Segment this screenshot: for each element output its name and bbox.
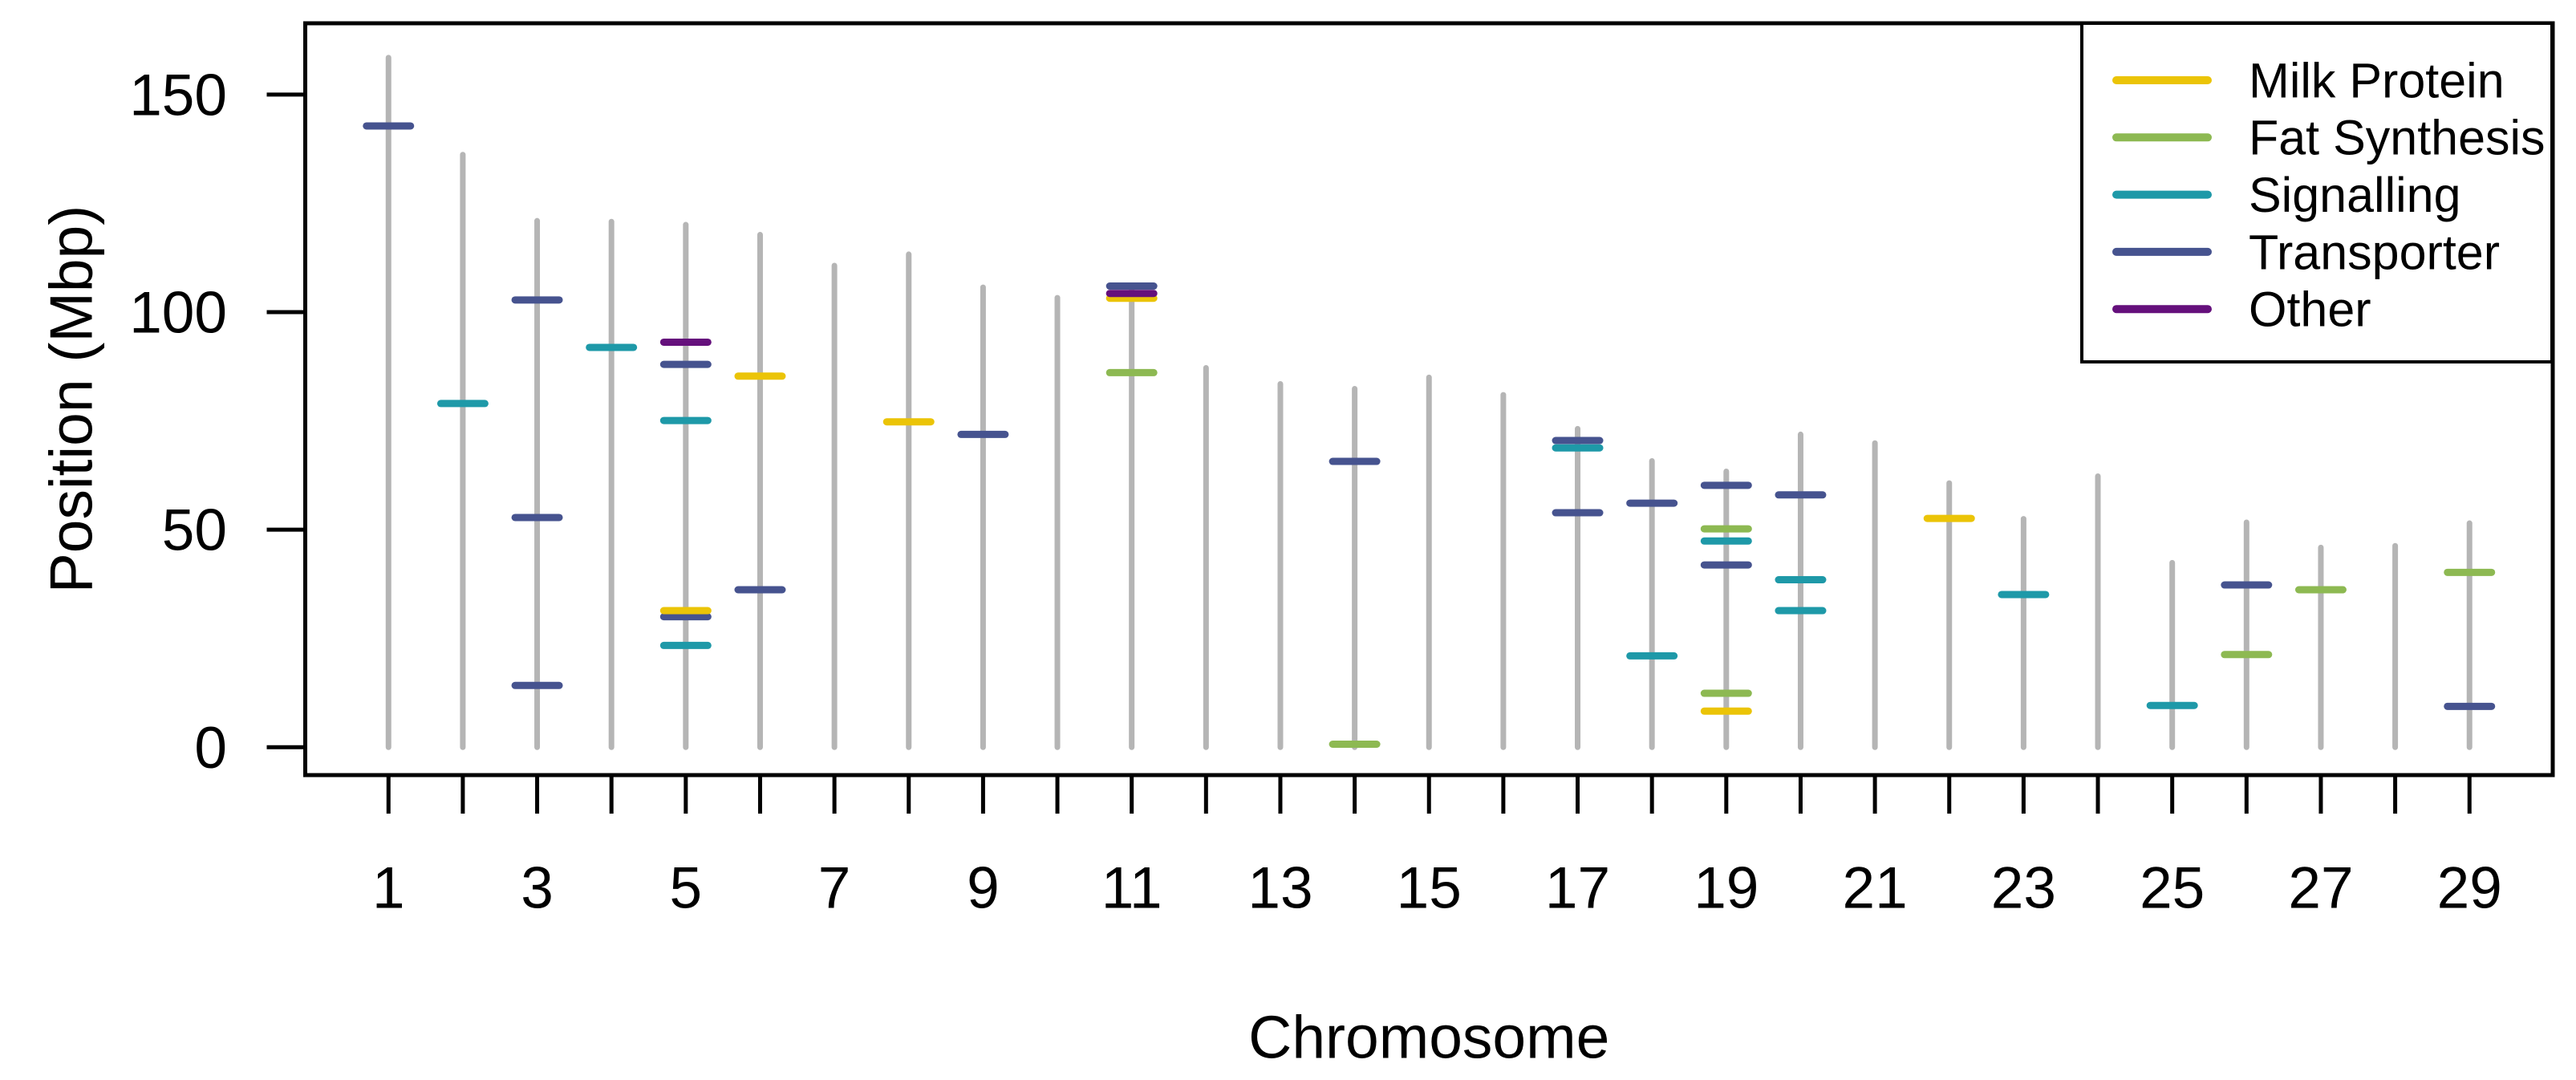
legend-label-milk_protein: Milk Protein [2249,53,2505,108]
x-axis-tick-label: 7 [818,856,851,921]
x-axis-tick-label: 13 [1247,856,1312,921]
plot-box [303,21,2555,778]
y-axis-tick-label: 50 [162,498,227,563]
x-axis-tick-label: 11 [1101,856,1162,921]
x-axis-tick-label: 17 [1545,856,1610,921]
x-axis-tick-label: 27 [2288,856,2353,921]
x-axis-title: Chromosome [1248,1003,1609,1070]
y-axis-tick-label: 100 [129,281,227,346]
legend-label-transporter: Transporter [2249,225,2500,279]
x-axis-tick-label: 19 [1694,856,1759,921]
x-axis-tick-label: 25 [2140,856,2205,921]
legend-label-signalling: Signalling [2249,168,2461,222]
x-axis-tick-label: 1 [372,856,405,921]
x-axis-tick-label: 3 [521,856,554,921]
y-axis-tick-label: 0 [194,716,227,781]
legend-label-fat_synthesis: Fat Synthesis [2249,111,2546,165]
y-axis-tick-label: 150 [129,63,227,128]
x-axis-tick-label: 9 [967,856,1000,921]
x-axis-tick-label: 21 [1843,856,1908,921]
legend-label-other: Other [2249,282,2371,337]
x-axis-tick-label: 5 [670,856,703,921]
x-axis-tick-label: 23 [1991,856,2056,921]
y-axis-title: Position (Mbp) [37,205,104,594]
x-axis-tick-label: 15 [1397,856,1462,921]
x-axis-tick-label: 29 [2437,856,2502,921]
